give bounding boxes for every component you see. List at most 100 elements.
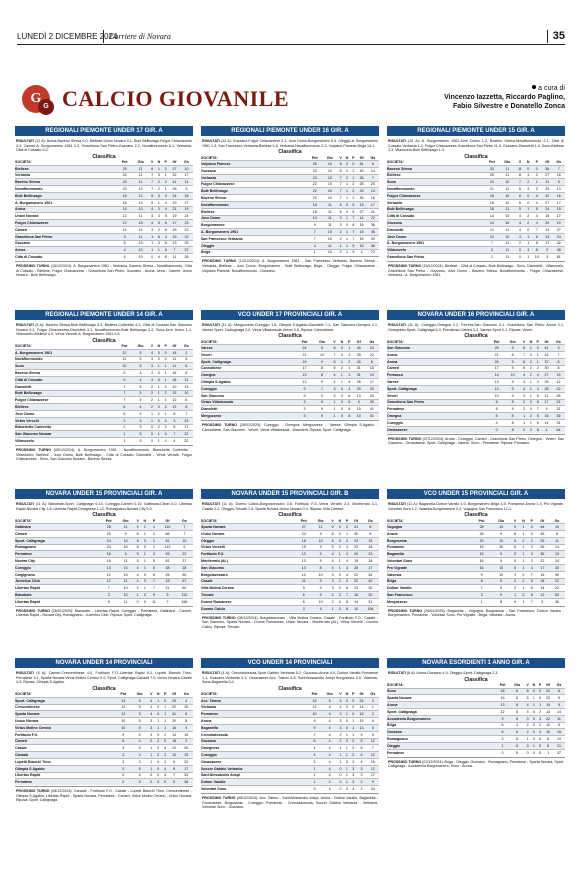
stat-cell: 17 [535,563,550,572]
stat-cell: 5 [321,696,338,705]
table-header-cell: Pnt [493,339,500,344]
standings-table: SOCIETA' Pnt Gio V N P Gf Gs Sparta Novara 27 11 9 0… [201,518,379,612]
stat-cell: 23 [307,173,323,182]
table-row: Dufour Varallo 7 9 2 1 6 14 22 [387,584,565,592]
stat-cell: 1 [338,378,346,386]
stat-cell: 0 [338,398,346,406]
team-name: Gravellona San Pietro [387,253,485,260]
table-row: Cameri 25 9 8 1 0 66 7 [15,529,193,538]
stat-cell: 11 [322,221,338,229]
stat-cell: 3 [551,344,565,352]
stat-cell: 6 [495,728,510,736]
stat-cell: 2 [350,194,357,202]
stat-cell: 5 [553,694,565,702]
table-row: Juve Domo 10 10 3 1 6 13 24 [387,232,565,241]
next-round: PROSSIMO TURNO (14/12/2024): A. Borgoman… [201,256,379,275]
stat-cell: 30 [366,234,379,243]
table-header-cell: Gf [546,683,551,688]
table-row: Villanovelo 3 11 0 3 8 9 38 [387,246,565,254]
block-results: RISULTATI (11 A): Biandrate-Sport. Calti… [16,502,193,511]
stat-cell: 5 [509,748,525,756]
stat-cell: 8 [134,529,142,538]
standings-block: REGIONALI PIEMONTE UNDER 17 GIR. A RISULT… [15,126,193,280]
stat-cell: 1 [330,405,339,413]
table-header-cell: Gs [368,518,373,523]
table-header-cell: Gio [137,344,144,349]
stat-cell: 4 [520,384,528,393]
stat-cell: 1 [524,239,532,247]
table-header-cell: Gf [540,518,545,523]
stat-cell: 7 [175,523,193,531]
team-name: Dufour Varallo [201,778,308,786]
stat-cell: 3 [295,412,314,419]
stat-cell: 28 [356,180,367,188]
stat-cell: 10 [543,728,554,736]
stat-cell: 1 [148,239,156,247]
standings-table: SOCIETA' Pnt Gio V N P Gf Gs Sport. Caltignaga 13… [15,692,193,786]
stat-cell: 0 [350,696,357,705]
stat-cell: 0 [155,369,163,377]
stat-cell: 38 [552,246,565,254]
stat-cell: 6 [356,751,367,759]
stat-cell: 20 [471,536,492,545]
table-header-cell: Gf [172,344,177,349]
stat-cell: 0 [515,253,525,260]
table-header-cell: P [163,692,167,697]
table-row: Sport. Caltignaga 13 9 4 1 4 28 22 [387,384,565,393]
stat-cell: 25 [535,536,550,545]
table-row: Baveno Stresa 22 10 7 1 2 30 16 [201,194,379,202]
stat-cell: 3 [155,212,163,220]
stat-cell: 5 [537,741,544,750]
stat-cell: 10 [117,591,135,599]
stat-cell: 2 [524,178,532,186]
table-row: Romagnano 3 6 1 0 5 8 19 [387,735,565,743]
team-name: Novara City [15,557,101,565]
stat-cell: 4 [345,384,353,393]
stat-cell: 6 [509,741,525,750]
team-name: San Giacomo [201,563,296,572]
stat-cell: 11 [168,362,180,370]
table-row: Briga 6 4 2 0 2 10 9 [387,721,565,729]
table-row: Baganella 9 4 3 0 1 13 5 [201,723,379,732]
stat-cell: 21 [295,350,314,359]
stat-cell: 27 [541,371,552,379]
table-header-cell: Gio [317,518,324,523]
table-header-cell: SOCIETA' [201,339,218,344]
stat-cell: 21 [488,350,505,359]
team-name: Briga [387,577,472,585]
stat-cell: 4 [134,570,142,579]
credits-authors-1: Vincenzo Iazzetta, Riccardo Paglino, [444,94,565,101]
stat-cell: 1 [141,584,149,592]
stat-cell: 3 [148,369,156,377]
stat-cell: 30 [549,563,565,572]
stat-cell: 9 [356,730,367,739]
table-row: Arona 13 6 4 1 1 19 9 [387,701,565,709]
stat-cell: 61 [159,557,176,565]
stat-cell: 19 [179,205,193,213]
team-name: Ornavasese [201,757,308,766]
table-header-cell: Gio [137,160,144,165]
table-row: Pernatese 6 9 2 0 7 9 31 [387,405,565,413]
stat-cell: 0 [154,771,162,779]
table-header-cell: V [522,339,526,344]
block-results: RISULTATI (8 A): Arona-Gozzano 4-0, Oleg… [388,671,499,675]
stat-cell: 9 [329,523,337,531]
next-round: PROSSIMO TURNO (08/12/2024): Acc. Taleno… [201,792,379,812]
stat-cell: 12 [100,570,118,579]
stat-cell: 7 [159,597,176,605]
stat-cell: 9 [117,529,135,538]
stat-cell: 12 [484,225,500,234]
stat-cell: 4 [321,764,338,773]
stat-cell: 9 [491,529,512,538]
stat-cell: 5 [131,744,148,752]
stat-cell: 1 [116,430,133,438]
team-name: Cameri [15,529,101,538]
table-row: Virtus Villadossola 3 9 1 0 8 9 39 [201,398,379,406]
stat-cell: 13 [115,696,132,705]
stat-cell: 6 [345,391,353,400]
stat-cell: 0 [337,778,344,786]
table-row: Cureggio 13 10 4 1 5 38 28 [15,563,193,572]
table-row: Fulgor Chiavazzese 7 4 2 1 1 10 6 [15,396,193,404]
team-name: Fulgor Chiavazzese [15,396,117,404]
stat-cell: 18 [361,557,379,565]
